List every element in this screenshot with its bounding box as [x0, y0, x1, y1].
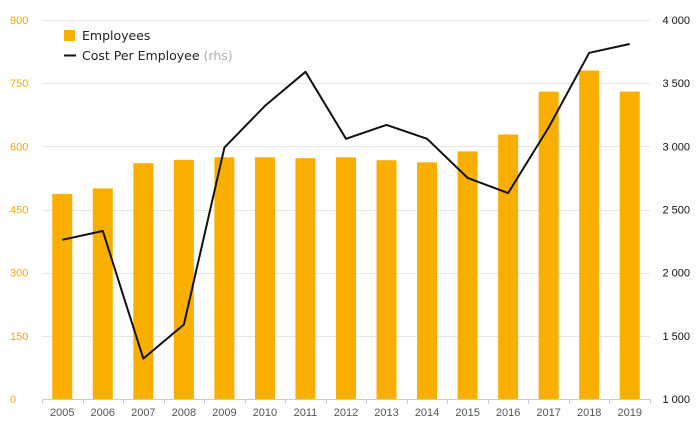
cost-per-employee-series	[62, 43, 630, 360]
bar-employees-2015	[457, 151, 478, 399]
x-tick-label: 2012	[334, 407, 358, 419]
employees-bars	[52, 70, 640, 400]
bar-employees-2009	[214, 157, 235, 399]
bar-employees-2007	[133, 163, 154, 399]
left-tick-label: 750	[10, 78, 28, 90]
bar-employees-2017	[538, 91, 559, 399]
x-tick-label: 2014	[415, 407, 439, 419]
left-tick-label: 150	[10, 331, 28, 343]
x-axis: 2005 2006 2007 2008 2009 2010 2011 2012 2013 2014…	[42, 399, 651, 419]
x-tick-label: 2013	[374, 407, 398, 419]
x-tick-label: 2017	[536, 407, 560, 419]
bar-employees-2010	[254, 157, 275, 399]
line-cost-per-employee	[62, 43, 630, 360]
bar-employees-2014	[417, 162, 438, 399]
right-tick-label: 1 000	[662, 394, 690, 406]
right-tick-label: 1 500	[662, 331, 690, 343]
x-tick-label: 2006	[91, 407, 115, 419]
x-tick-label: 2007	[131, 407, 155, 419]
legend-label-rhs-suffix: (rhs)	[200, 48, 233, 63]
right-axis: 1 000 1 500 2 000 2 500 3 000 3 500 4 000	[662, 15, 690, 406]
bar-employees-2019	[619, 91, 640, 399]
x-tick-label: 2015	[455, 407, 479, 419]
bar-employees-2018	[579, 70, 600, 400]
left-tick-label: 450	[10, 205, 28, 217]
right-tick-label: 3 000	[662, 141, 690, 153]
bar-employees-2005	[52, 193, 73, 399]
legend: Employees Cost Per Employee (rhs)	[64, 28, 233, 63]
bar-employees-2013	[376, 160, 397, 399]
left-tick-label: 300	[10, 268, 28, 280]
right-tick-label: 4 000	[662, 15, 690, 27]
x-tick-label: 2008	[172, 407, 196, 419]
left-tick-label: 900	[10, 15, 28, 27]
bar-employees-2011	[295, 158, 316, 399]
x-tick-label: 2009	[212, 407, 236, 419]
legend-label-cost-per-employee: Cost Per Employee (rhs)	[82, 48, 233, 63]
legend-label-cost-per-employee-text: Cost Per Employee	[82, 48, 200, 63]
left-tick-label: 600	[10, 141, 28, 153]
legend-swatch-employees	[64, 30, 75, 41]
x-tick-label: 2018	[577, 407, 601, 419]
x-tick-label: 2005	[50, 407, 74, 419]
legend-label-employees: Employees	[82, 28, 150, 43]
x-tick-label: 2010	[253, 407, 277, 419]
right-tick-label: 3 500	[662, 78, 690, 90]
bar-employees-2006	[92, 188, 113, 399]
bar-employees-2016	[498, 134, 519, 399]
x-tick-label: 2019	[617, 407, 641, 419]
left-axis: 0 150 300 450 600 750 900	[10, 15, 28, 406]
x-tick-label: 2011	[294, 407, 318, 419]
right-tick-label: 2 500	[662, 205, 690, 217]
left-tick-label: 0	[10, 394, 16, 406]
x-tick-label: 2016	[496, 407, 520, 419]
bar-employees-2012	[336, 157, 356, 399]
bar-employees-2008	[173, 159, 194, 399]
right-tick-label: 2 000	[662, 268, 690, 280]
